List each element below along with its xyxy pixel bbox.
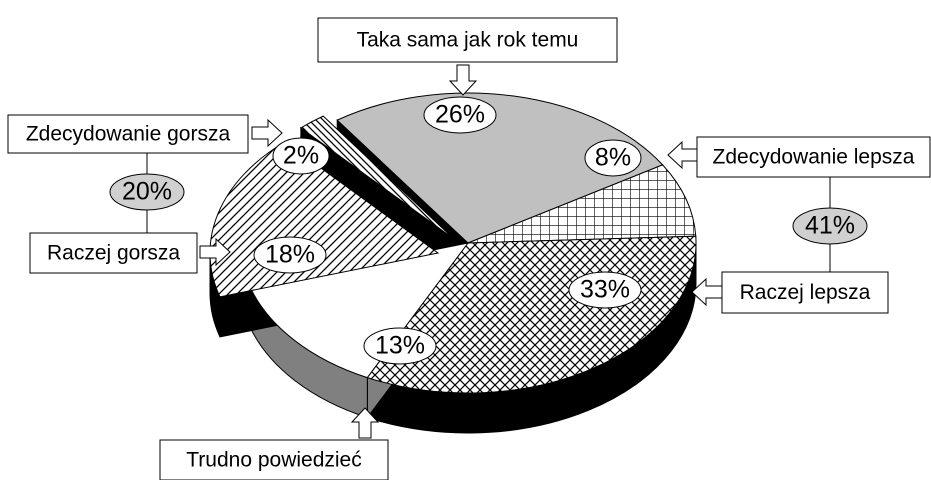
category-box bbox=[7, 114, 249, 154]
category-label: Taka sama jak rok temu bbox=[357, 29, 579, 52]
slice bbox=[336, 92, 664, 244]
value-label: 8% bbox=[595, 144, 631, 172]
category-label: Zdecydowanie lepsza bbox=[713, 146, 915, 169]
slice bbox=[467, 164, 697, 244]
value-label: 18% bbox=[265, 241, 315, 269]
category-label: Raczej gorsza bbox=[47, 242, 180, 265]
callout-arrow bbox=[667, 140, 699, 170]
value-badge bbox=[423, 96, 497, 134]
callout-arrow bbox=[251, 118, 283, 148]
category-box bbox=[317, 17, 618, 63]
value-badge bbox=[253, 236, 327, 274]
category-box bbox=[29, 232, 198, 274]
value-badge bbox=[272, 137, 330, 175]
group-badge bbox=[792, 207, 868, 245]
value-label: 33% bbox=[580, 276, 630, 304]
group-badge bbox=[109, 173, 185, 211]
value-label: 26% bbox=[435, 101, 485, 129]
callout-arrow bbox=[199, 237, 231, 267]
category-box bbox=[721, 271, 889, 314]
category-box bbox=[159, 439, 389, 480]
category-label: Zdecydowanie gorsza bbox=[26, 123, 231, 146]
category-box bbox=[696, 136, 931, 178]
value-label: 2% bbox=[283, 142, 319, 170]
category-label: Trudno powiedzieć bbox=[186, 449, 362, 472]
value-badge bbox=[584, 139, 642, 177]
value-label: 13% bbox=[375, 332, 425, 360]
group-label: 41% bbox=[805, 212, 855, 240]
callout-arrow bbox=[448, 64, 478, 96]
group-label: 20% bbox=[122, 178, 172, 206]
category-label: Raczej lepsza bbox=[740, 281, 871, 304]
value-badge bbox=[363, 327, 437, 365]
callout-arrow bbox=[350, 407, 380, 439]
slice bbox=[299, 115, 455, 240]
value-badge bbox=[568, 271, 642, 309]
